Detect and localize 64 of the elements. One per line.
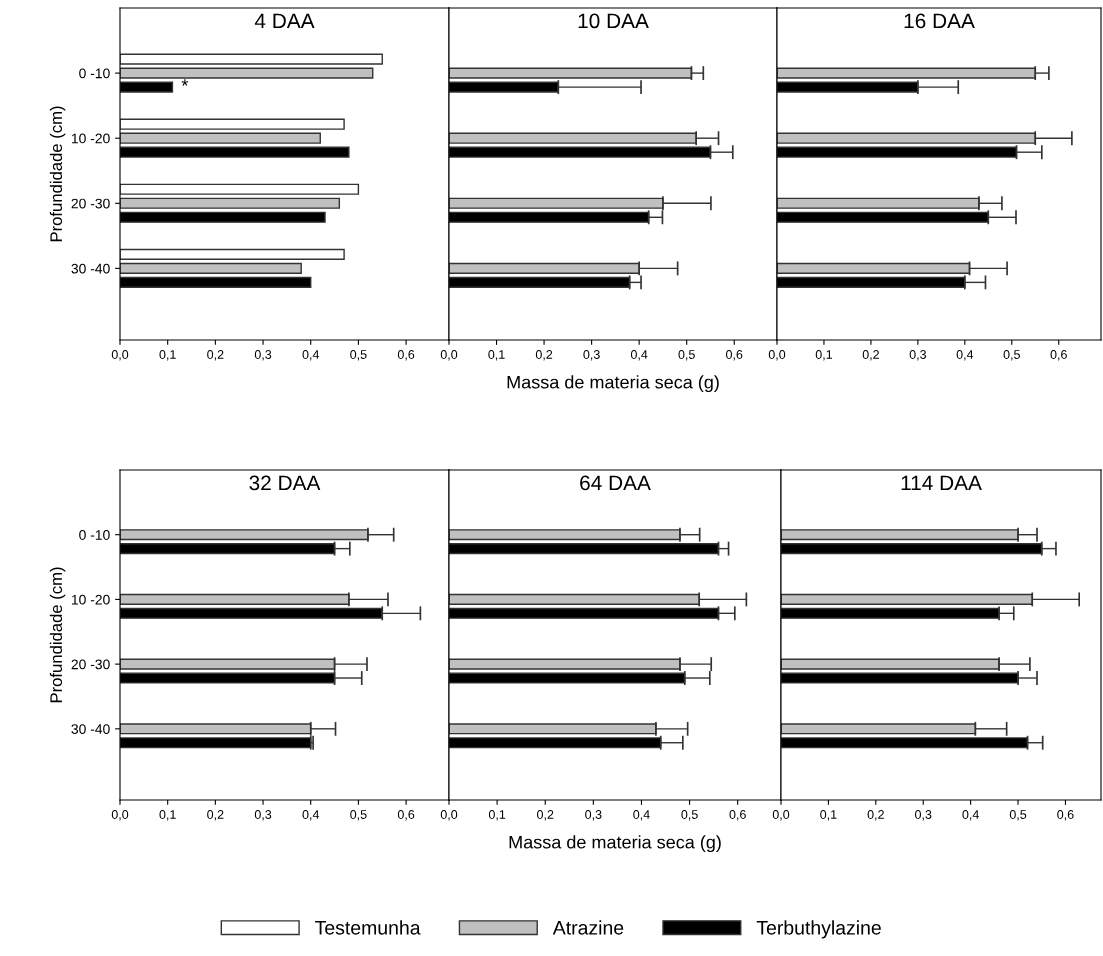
x-tick-label: 0,0 xyxy=(111,810,129,821)
x-tick-label: 0,1 xyxy=(815,350,833,361)
y-axis-title: Profundidade (cm) xyxy=(49,567,66,703)
x-tick-label: 0,1 xyxy=(488,350,505,361)
x-tick-label: 0,1 xyxy=(488,810,506,821)
x-tick-label: 0,4 xyxy=(302,810,320,821)
x-tick-label: 0,5 xyxy=(1009,810,1027,821)
x-tick-label: 0,2 xyxy=(207,810,224,821)
x-tick-label: 0,0 xyxy=(440,810,458,821)
legend-label: Testemunha xyxy=(315,920,421,935)
x-tick-label: 0,2 xyxy=(867,810,884,821)
legend-label: Terbuthylazine xyxy=(756,920,881,939)
x-tick-label: 0,3 xyxy=(585,810,602,821)
y-tick-label: 10 -20 xyxy=(71,133,110,144)
y-tick-label: 30 -40 xyxy=(71,724,110,734)
annotation: * xyxy=(181,79,189,86)
x-tick-label: 0,4 xyxy=(633,810,650,821)
x-tick-label: 0,3 xyxy=(909,350,927,361)
x-tick-label: 0,2 xyxy=(535,350,553,361)
x-tick-label: 0,6 xyxy=(397,350,415,361)
x-tick-label: 0,0 xyxy=(768,350,786,361)
x-tick-label: 0,3 xyxy=(583,350,600,361)
x-tick-label: 0,6 xyxy=(1050,350,1067,361)
x-tick-label: 0,6 xyxy=(729,810,746,821)
y-tick-label: 0 -10 xyxy=(79,68,110,79)
x-tick-label: 0,1 xyxy=(159,350,176,361)
x-tick-label: 0,4 xyxy=(302,350,320,361)
y-tick-label: 20 -30 xyxy=(71,198,110,209)
x-tick-label: 0,5 xyxy=(678,350,695,361)
x-tick-label: 0,4 xyxy=(962,810,979,821)
y-tick-label: 30 -40 xyxy=(71,263,110,274)
x-axis-title: Massa de materia seca (g) xyxy=(507,375,719,393)
x-tick-label: 0,5 xyxy=(350,350,367,361)
x-tick-label: 0,2 xyxy=(207,350,224,361)
chart-title: 4 DAA xyxy=(254,13,315,29)
x-tick-label: 0,2 xyxy=(537,810,554,821)
x-tick-label: 0,6 xyxy=(397,810,415,821)
x-tick-label: 0,5 xyxy=(681,810,698,821)
chart-title: 64 DAA xyxy=(580,475,651,491)
x-tick-label: 0,4 xyxy=(956,350,974,361)
y-axis-title: Profundidade (cm) xyxy=(49,106,66,242)
x-tick-label: 0,0 xyxy=(111,350,129,361)
y-tick-label: 20 -30 xyxy=(71,659,110,670)
x-tick-label: 0,6 xyxy=(1057,810,1074,821)
x-tick-label: 0,2 xyxy=(862,350,879,361)
y-tick-label: 0 -10 xyxy=(79,530,110,540)
chart-title: 114 DAA xyxy=(901,475,982,491)
chart-title: 16 DAA xyxy=(904,13,975,29)
chart-title: 10 DAA xyxy=(578,13,649,29)
x-tick-label: 0,0 xyxy=(772,810,790,821)
x-tick-label: 0,5 xyxy=(350,810,367,821)
x-tick-label: 0,4 xyxy=(630,350,648,361)
x-tick-label: 0,3 xyxy=(254,350,272,361)
x-tick-label: 0,5 xyxy=(1003,350,1020,361)
x-tick-label: 0,1 xyxy=(159,810,176,821)
x-axis-title: Massa de materia seca (g) xyxy=(509,835,721,853)
x-tick-label: 0,6 xyxy=(726,350,743,361)
legend-label: Atrazine xyxy=(552,920,624,935)
x-tick-label: 0,0 xyxy=(440,350,458,361)
x-tick-label: 0,3 xyxy=(254,810,272,821)
chart-title: 32 DAA xyxy=(249,475,321,491)
x-tick-label: 0,3 xyxy=(915,810,932,821)
x-tick-label: 0,1 xyxy=(820,810,837,821)
y-tick-label: 10 -20 xyxy=(71,594,110,605)
